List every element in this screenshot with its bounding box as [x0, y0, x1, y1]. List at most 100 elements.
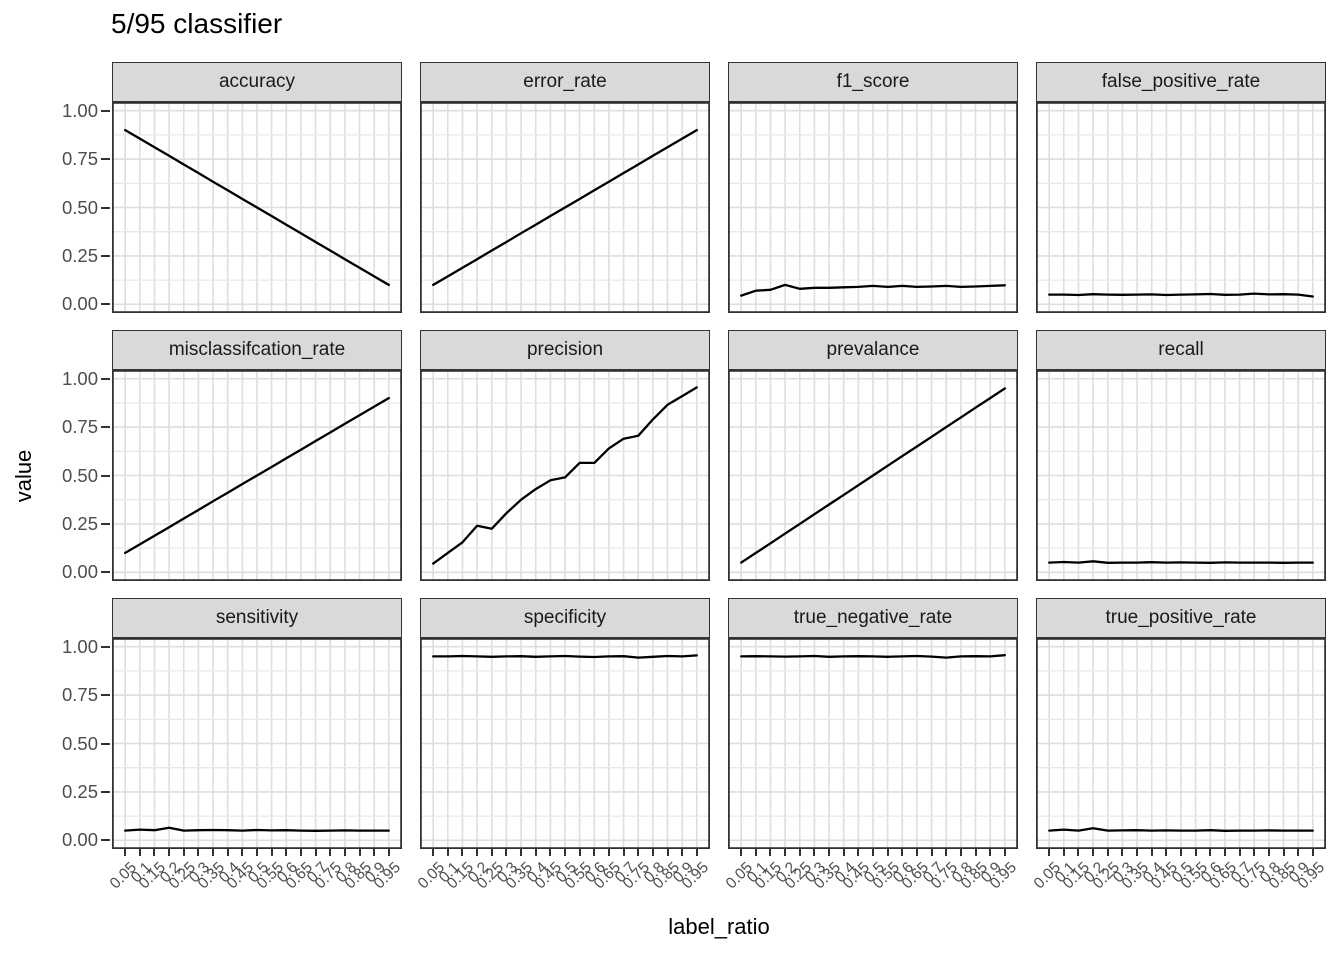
facet-strip-label: precision [420, 330, 710, 370]
y-tick-mark [101, 474, 110, 477]
facet-plot [728, 102, 1018, 313]
x-tick-mark [1180, 849, 1182, 856]
x-tick-mark [124, 849, 127, 856]
x-tick-mark [1150, 849, 1153, 856]
facet-plot [112, 102, 402, 313]
y-tick-mark [101, 206, 110, 209]
x-tick-mark [1121, 849, 1124, 856]
x-tick-mark [607, 849, 610, 856]
y-tick-label: 0.00 [61, 561, 98, 583]
x-tick-mark [1297, 849, 1300, 856]
facet-plot [728, 638, 1018, 849]
x-tick-mark [432, 849, 435, 856]
facet-error_rate: error_rate [420, 62, 710, 313]
x-tick-mark [813, 849, 816, 856]
x-tick-mark [446, 849, 449, 856]
facet-precision: precision [420, 330, 710, 581]
x-tick-mark [1253, 849, 1256, 856]
y-tick-mark [101, 426, 110, 429]
facet-true_negative_rate: true_negative_rate [728, 598, 1018, 849]
x-tick-mark [622, 849, 625, 856]
x-tick-mark [872, 849, 874, 856]
facet-strip-label: misclassifcation_rate [112, 330, 402, 370]
y-tick-label: 0.25 [61, 244, 98, 266]
x-tick-mark [637, 849, 640, 856]
x-tick-mark [153, 849, 156, 856]
x-tick-mark [959, 849, 962, 856]
x-tick-mark [1077, 849, 1080, 856]
facet-accuracy: accuracy [112, 62, 402, 313]
y-tick-mark [101, 742, 110, 745]
y-tick-label: 0.50 [61, 464, 98, 486]
y-tick-mark [101, 377, 110, 380]
facet-prevalance: prevalance [728, 330, 1018, 581]
x-tick-mark [886, 849, 889, 856]
x-tick-mark [1106, 849, 1109, 856]
x-tick-mark [681, 849, 684, 856]
y-tick-label: 0.00 [61, 829, 98, 851]
facet-plot [1036, 638, 1326, 849]
x-tick-mark [285, 849, 288, 856]
x-tick-mark [857, 849, 860, 856]
x-tick-mark [1238, 849, 1241, 856]
facet-strip-label: prevalance [728, 330, 1018, 370]
x-tick-mark [828, 849, 831, 856]
facet-true_positive_rate: true_positive_rate [1036, 598, 1326, 849]
facet-strip-label: false_positive_rate [1036, 62, 1326, 102]
x-tick-mark [1062, 849, 1065, 856]
y-tick-label: 0.75 [61, 684, 98, 706]
x-tick-mark [549, 849, 552, 856]
x-tick-mark [1267, 849, 1270, 856]
x-tick-mark [915, 849, 918, 856]
chart-title: 5/95 classifier [111, 8, 283, 39]
x-tick-mark [534, 849, 537, 856]
y-tick-label: 0.25 [61, 512, 98, 534]
x-tick-mark [490, 849, 493, 856]
x-tick-mark [842, 849, 845, 856]
x-tick-mark [798, 849, 801, 856]
x-tick-mark [299, 849, 302, 856]
y-tick-mark [101, 158, 110, 161]
facet-plot [420, 102, 710, 313]
x-tick-mark [182, 849, 185, 856]
y-tick-label: 0.25 [61, 780, 98, 802]
x-tick-mark [754, 849, 757, 856]
y-tick-mark [101, 839, 110, 842]
facet-strip-label: true_positive_rate [1036, 598, 1326, 638]
facet-plot [112, 370, 402, 581]
x-tick-mark [197, 849, 200, 856]
x-tick-mark [212, 849, 215, 856]
facet-specificity: specificity [420, 598, 710, 849]
facet-plot [1036, 370, 1326, 581]
y-tick-mark [101, 790, 110, 793]
x-tick-mark [651, 849, 654, 856]
x-tick-mark [1194, 849, 1197, 856]
x-tick-mark [358, 849, 361, 856]
facet-strip-label: specificity [420, 598, 710, 638]
x-tick-mark [270, 849, 273, 856]
x-tick-mark [461, 849, 464, 856]
x-tick-mark [256, 849, 258, 856]
x-tick-mark [520, 849, 523, 856]
x-tick-mark [314, 849, 317, 856]
x-tick-mark [1092, 849, 1095, 856]
y-tick-mark [101, 645, 110, 648]
x-tick-mark [1003, 849, 1006, 856]
y-tick-label: 1.00 [61, 99, 98, 121]
x-tick-mark [168, 849, 171, 856]
x-tick-mark [1282, 849, 1285, 856]
y-tick-label: 0.75 [61, 416, 98, 438]
x-tick-mark [1311, 849, 1314, 856]
x-tick-mark [666, 849, 669, 856]
facet-f1_score: f1_score [728, 62, 1018, 313]
x-tick-mark [343, 849, 346, 856]
x-tick-mark [1136, 849, 1139, 856]
facet-sensitivity: sensitivity [112, 598, 402, 849]
x-tick-mark [784, 849, 787, 856]
x-tick-mark [578, 849, 581, 856]
x-tick-mark [1165, 849, 1168, 856]
x-tick-mark [1209, 849, 1212, 856]
facet-strip-label: recall [1036, 330, 1326, 370]
facet-strip-label: accuracy [112, 62, 402, 102]
x-tick-mark [1048, 849, 1051, 856]
